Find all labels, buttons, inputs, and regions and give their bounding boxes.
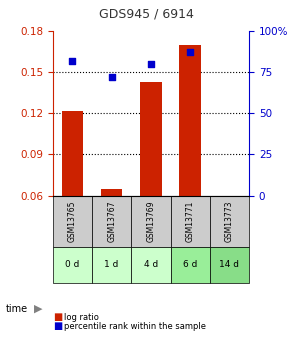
Bar [62, 110, 83, 196]
Point [70, 58, 75, 63]
Bar [140, 82, 162, 196]
Text: GSM13773: GSM13773 [225, 200, 234, 242]
Text: ■: ■ [53, 321, 62, 331]
FancyBboxPatch shape [210, 247, 249, 283]
FancyBboxPatch shape [131, 196, 171, 247]
Text: GSM13771: GSM13771 [186, 200, 195, 242]
Text: ■: ■ [53, 313, 62, 322]
Text: GDS945 / 6914: GDS945 / 6914 [99, 8, 194, 21]
Text: 4 d: 4 d [144, 260, 158, 269]
Text: 1 d: 1 d [104, 260, 119, 269]
Text: time: time [6, 304, 28, 314]
FancyBboxPatch shape [92, 247, 131, 283]
FancyBboxPatch shape [171, 196, 210, 247]
Point [149, 61, 153, 67]
FancyBboxPatch shape [210, 196, 249, 247]
FancyBboxPatch shape [92, 196, 131, 247]
Text: log ratio: log ratio [64, 313, 99, 322]
FancyBboxPatch shape [131, 247, 171, 283]
FancyBboxPatch shape [171, 247, 210, 283]
Bar [179, 45, 201, 196]
Point [109, 74, 114, 80]
Text: 14 d: 14 d [219, 260, 239, 269]
Text: ▶: ▶ [34, 304, 42, 314]
Text: GSM13765: GSM13765 [68, 200, 77, 242]
Bar [101, 189, 122, 196]
FancyBboxPatch shape [53, 196, 92, 247]
Text: 6 d: 6 d [183, 260, 197, 269]
FancyBboxPatch shape [53, 247, 92, 283]
Point [188, 50, 193, 55]
Text: percentile rank within the sample: percentile rank within the sample [64, 322, 207, 331]
Text: GSM13767: GSM13767 [107, 200, 116, 242]
Text: GSM13769: GSM13769 [146, 200, 155, 242]
Text: 0 d: 0 d [65, 260, 80, 269]
